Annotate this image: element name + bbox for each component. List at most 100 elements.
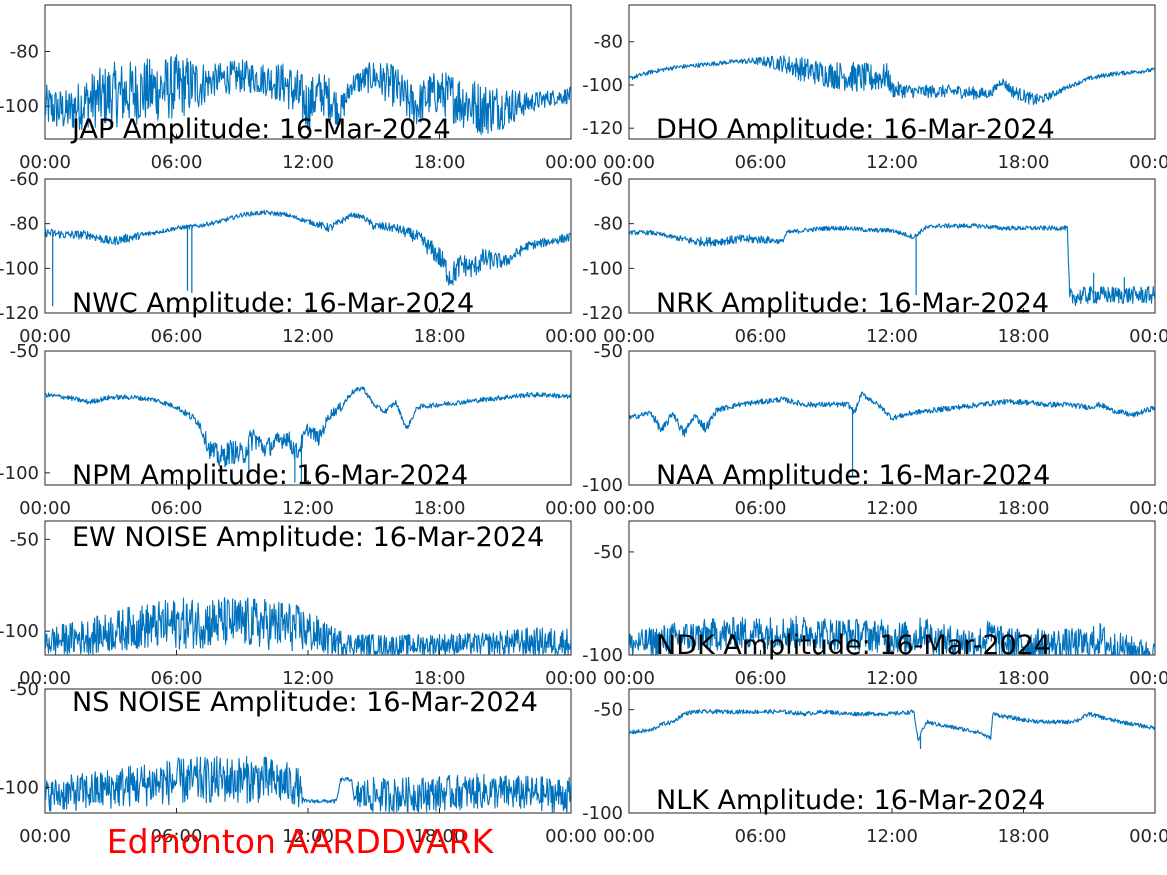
signal-trace [45, 54, 571, 136]
x-tick-label: 00:00 [19, 498, 71, 519]
x-tick-label: 00:00 [545, 668, 597, 689]
y-tick-label: -50 [594, 542, 623, 563]
x-tick-label: 18:00 [414, 498, 466, 519]
x-tick-label: 18:00 [414, 826, 466, 847]
y-tick-label: -120 [0, 303, 39, 324]
plot-area [628, 4, 1156, 140]
chart-title: NLK Amplitude: 16-Mar-2024 [656, 785, 1045, 816]
chart-title: NAA Amplitude: 16-Mar-2024 [656, 460, 1050, 491]
y-tick-label: -100 [0, 621, 39, 642]
x-tick-label: 06:00 [735, 668, 787, 689]
y-tick-label: -120 [582, 118, 623, 139]
x-tick-label: 12:00 [282, 826, 334, 847]
x-tick-label: 00:00 [545, 826, 597, 847]
chart-title: DHO Amplitude: 16-Mar-2024 [656, 114, 1055, 145]
x-tick-label: 12:00 [282, 152, 334, 173]
y-tick-label: -100 [0, 463, 39, 484]
x-tick-label: 00:00 [603, 326, 655, 347]
x-tick-label: 00:00 [1129, 498, 1167, 519]
chart-panel-0: -80 -100 00:00 06:00 12:00 18:00 00:00 JAP Ampl… [0, 4, 597, 173]
x-tick-label: 06:00 [735, 826, 787, 847]
x-tick-label: 12:00 [866, 326, 918, 347]
chart-panel-6: -50 -100 00:00 06:00 12:00 18:00 00:00 EW NOISE… [0, 520, 597, 689]
station-label: Edmonton AARDDVARK [107, 822, 495, 861]
chart-title: JAP Amplitude: 16-Mar-2024 [70, 114, 451, 145]
y-tick-label: -50 [10, 341, 39, 362]
x-tick-label: 06:00 [735, 152, 787, 173]
plot-area [628, 178, 1156, 314]
y-tick-label: -80 [594, 214, 623, 235]
x-tick-label: 06:00 [735, 326, 787, 347]
x-tick-label: 06:00 [151, 826, 203, 847]
x-tick-label: 12:00 [282, 668, 334, 689]
plot-area [628, 688, 1156, 814]
x-tick-label: 00:00 [545, 326, 597, 347]
y-tick-label: -100 [0, 777, 39, 798]
x-tick-label: 00:00 [1129, 152, 1167, 173]
x-tick-label: 06:00 [151, 498, 203, 519]
chart-panel-3: -60-80-100-12000:0006:0012:0018:0000:00N… [582, 169, 1167, 347]
y-tick-label: -100 [582, 258, 623, 279]
x-tick-label: 12:00 [282, 498, 334, 519]
y-tick-label: -100 [0, 258, 39, 279]
x-tick-label: 00:00 [545, 498, 597, 519]
x-tick-label: 12:00 [866, 152, 918, 173]
x-tick-label: 06:00 [151, 152, 203, 173]
signal-trace [629, 55, 1155, 106]
x-tick-label: 00:00 [1129, 826, 1167, 847]
x-tick-label: 06:00 [735, 498, 787, 519]
x-tick-label: 00:00 [19, 326, 71, 347]
chart-title: EW NOISE Amplitude: 16-Mar-2024 [72, 522, 544, 553]
x-tick-label: 18:00 [414, 152, 466, 173]
y-tick-label: -60 [10, 169, 39, 190]
signal-trace [629, 709, 1155, 742]
y-tick-label: -50 [10, 529, 39, 550]
y-tick-label: -120 [582, 303, 623, 324]
y-tick-label: -80 [10, 214, 39, 235]
x-tick-label: 18:00 [998, 152, 1050, 173]
y-tick-label: -100 [0, 96, 39, 117]
chart-title: NWC Amplitude: 16-Mar-2024 [72, 288, 474, 319]
x-tick-label: 00:00 [19, 152, 71, 173]
y-tick-label: -60 [594, 169, 623, 190]
plot-area [44, 178, 572, 314]
x-tick-label: 00:00 [603, 498, 655, 519]
x-tick-label: 18:00 [998, 668, 1050, 689]
y-tick-label: -100 [582, 475, 623, 496]
chart-title: NS NOISE Amplitude: 16-Mar-2024 [72, 687, 538, 718]
y-tick-label: -100 [582, 75, 623, 96]
signal-trace [45, 386, 571, 468]
chart-panel-1: -80-100-12000:0006:0012:0018:0000:00DHO … [582, 4, 1167, 173]
x-tick-label: 18:00 [998, 326, 1050, 347]
x-tick-label: 00:00 [19, 826, 71, 847]
x-tick-label: 00:00 [1129, 668, 1167, 689]
x-tick-label: 12:00 [866, 668, 918, 689]
x-tick-label: 06:00 [151, 668, 203, 689]
signal-trace [629, 615, 1155, 655]
x-tick-label: 18:00 [414, 326, 466, 347]
signal-trace [629, 223, 1155, 307]
plot-area [628, 350, 1156, 486]
y-tick-label: -100 [582, 645, 623, 666]
y-tick-label: -50 [594, 341, 623, 362]
x-tick-label: 00:00 [603, 668, 655, 689]
signal-trace [45, 756, 571, 813]
x-tick-label: 12:00 [866, 498, 918, 519]
y-tick-label: -50 [10, 679, 39, 700]
chart-title: NDK Amplitude: 16-Mar-2024 [656, 630, 1051, 661]
y-tick-label: -80 [594, 32, 623, 53]
x-tick-label: 00:00 [545, 152, 597, 173]
x-tick-label: 18:00 [998, 826, 1050, 847]
x-tick-label: 12:00 [282, 326, 334, 347]
x-tick-label: 00:00 [1129, 326, 1167, 347]
x-tick-label: 12:00 [866, 826, 918, 847]
x-tick-label: 18:00 [414, 668, 466, 689]
x-tick-label: 00:00 [603, 152, 655, 173]
y-tick-label: -100 [582, 803, 623, 824]
